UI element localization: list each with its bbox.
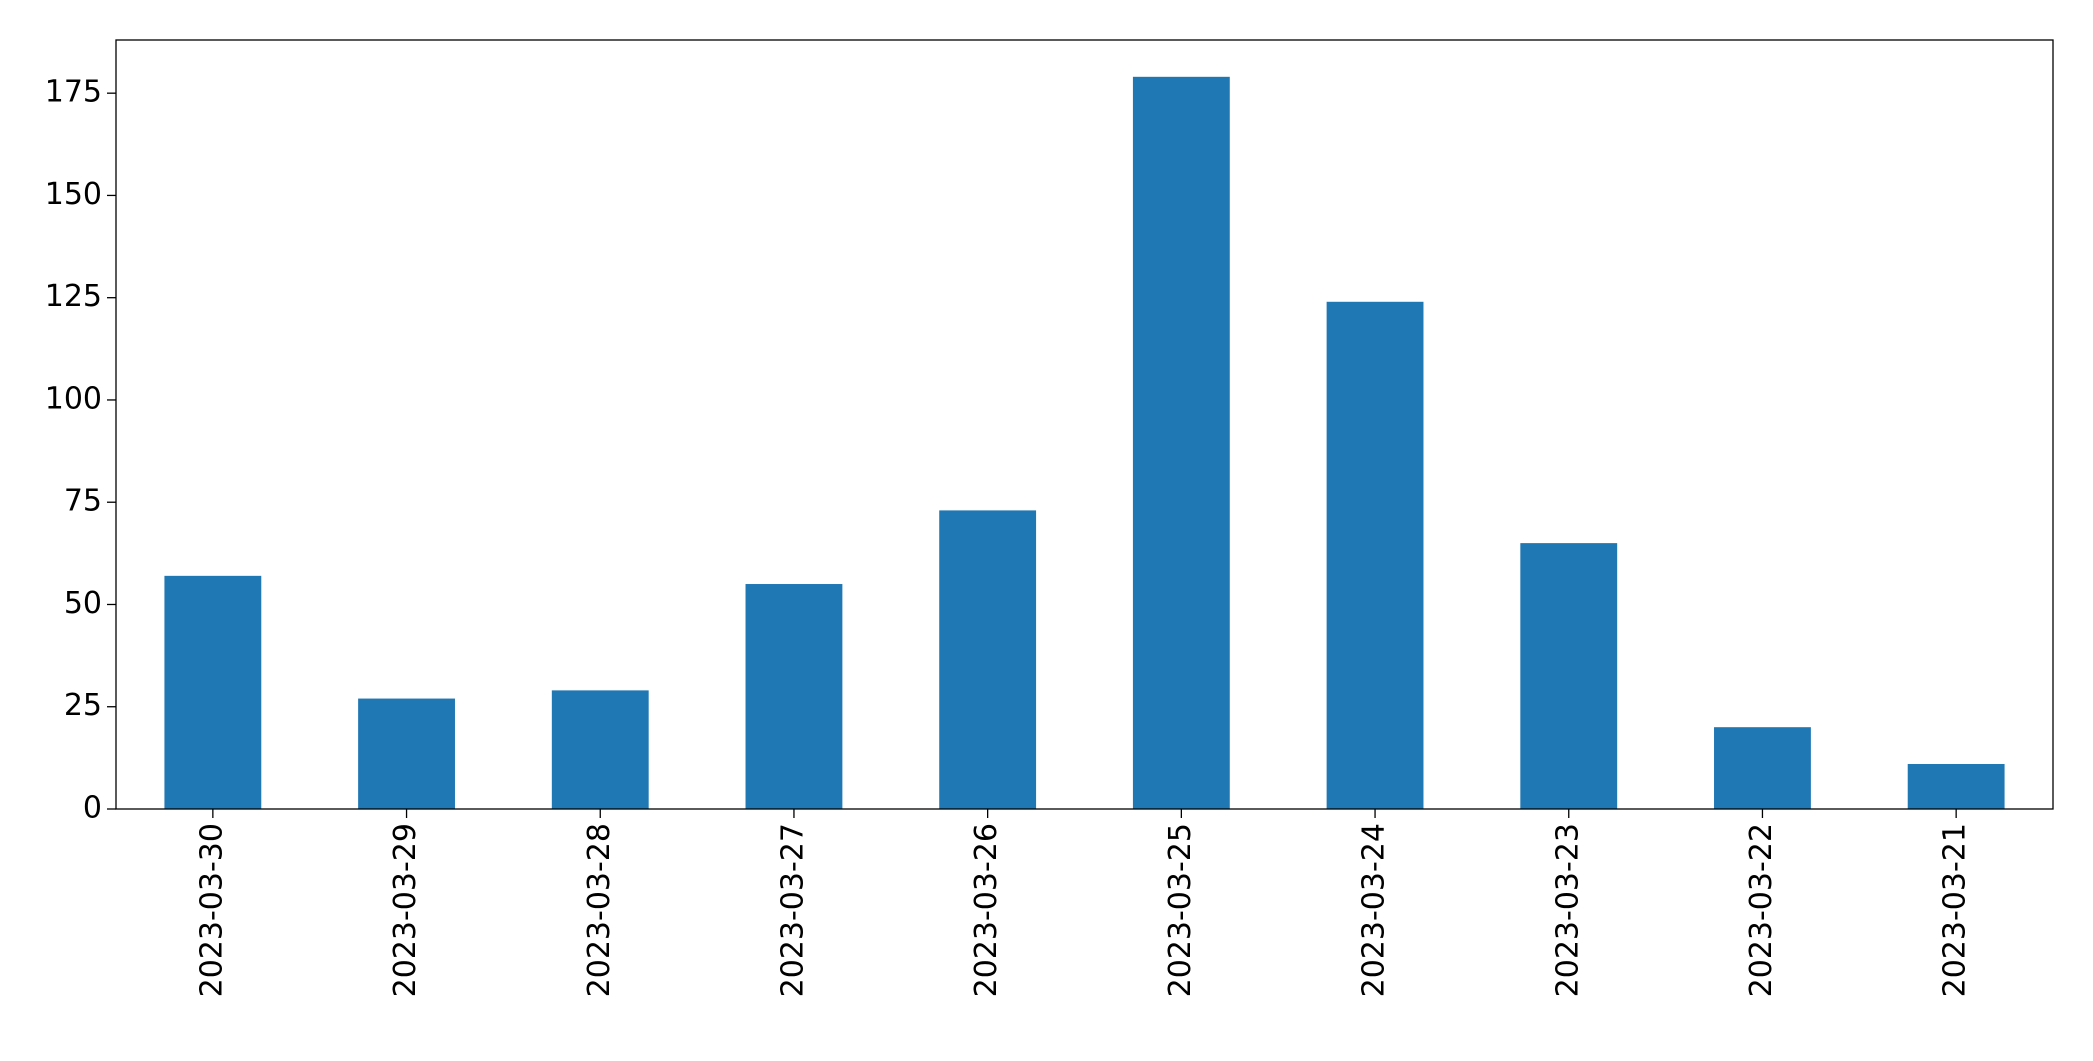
bar [1714,727,1811,809]
x-tick-label: 2023-03-24 [1357,823,1392,997]
bar [1326,301,1424,809]
y-tick-label: 100 [45,381,102,416]
x-tick-label: 2023-03-22 [1744,823,1779,997]
y-tick-label: 175 [45,75,102,110]
bar [939,510,1037,809]
x-tick-label: 2023-03-28 [582,823,617,997]
x-tick-label: 2023-03-30 [194,823,229,997]
bar [1132,76,1230,809]
y-tick-label: 25 [64,688,102,723]
y-tick-label: 150 [45,177,102,212]
bar [551,690,649,809]
y-tick-label: 0 [83,791,102,826]
y-tick-label: 75 [64,484,102,519]
plot-frame [115,39,2054,810]
y-tick-label: 50 [64,586,102,621]
bar [358,698,455,809]
y-tick-label: 125 [45,279,102,314]
x-tick-label: 2023-03-26 [969,823,1004,997]
bar [164,575,262,809]
x-tick-label: 2023-03-27 [775,823,810,997]
bar [745,584,843,809]
x-tick-label: 2023-03-21 [1938,823,1973,997]
x-tick-label: 2023-03-25 [1163,823,1198,997]
bar [1907,764,2005,809]
x-tick-label: 2023-03-29 [388,823,423,997]
bar [1520,543,1618,809]
x-tick-label: 2023-03-23 [1550,823,1585,997]
